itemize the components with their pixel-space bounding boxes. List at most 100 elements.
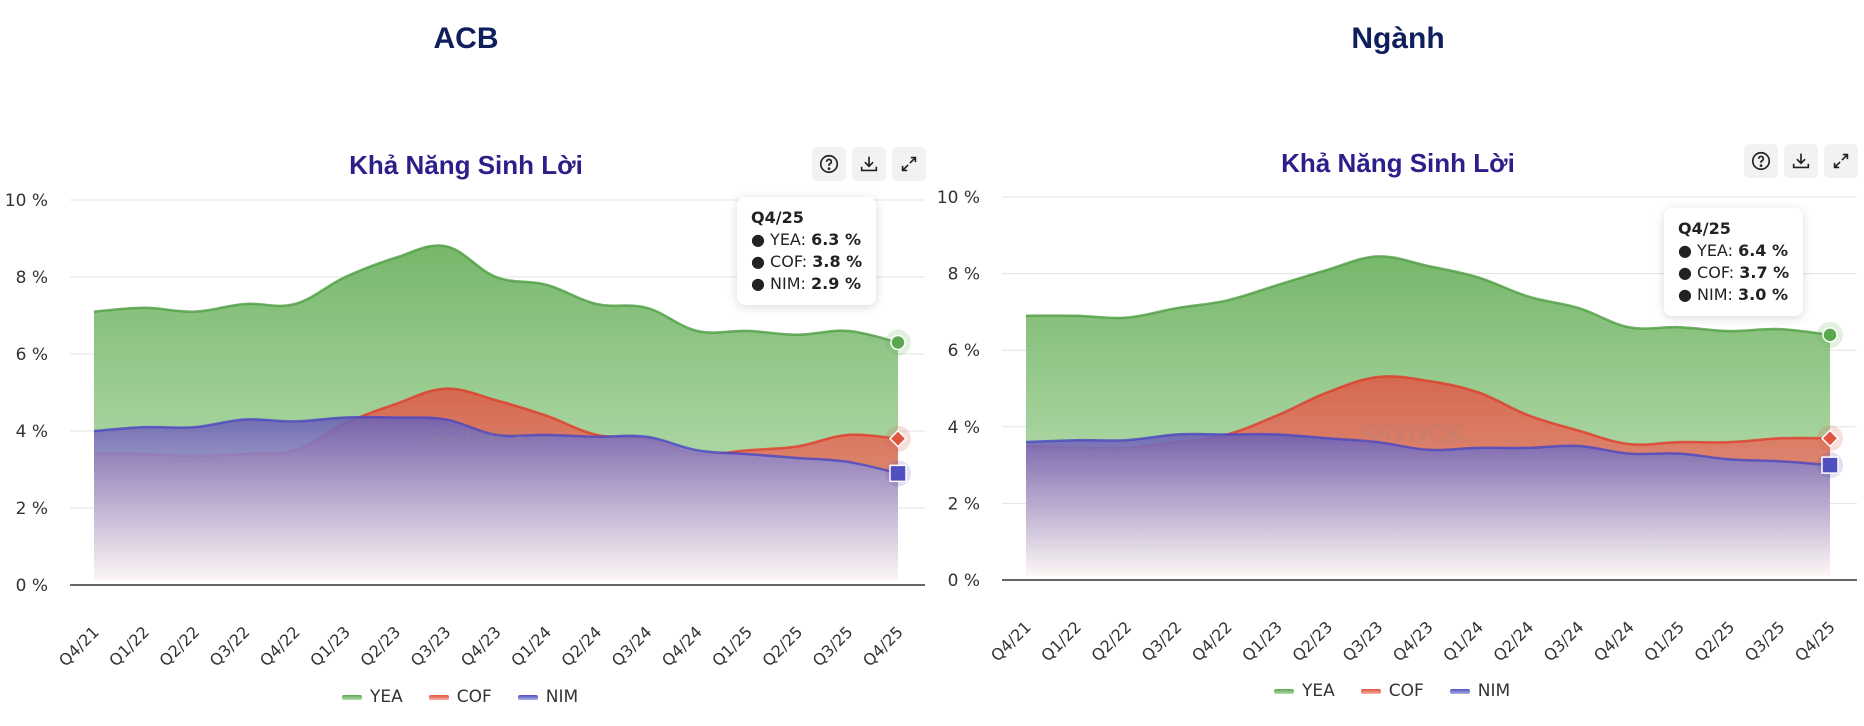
x-tick-label: Q3/23 bbox=[407, 622, 455, 670]
tooltip-label: COF: bbox=[770, 252, 808, 271]
x-tick-label: Q3/22 bbox=[1138, 617, 1186, 665]
area-nim bbox=[1026, 434, 1830, 576]
download-button[interactable] bbox=[852, 147, 886, 181]
y-tick-label: 4 % bbox=[16, 422, 48, 442]
legend-label: NIM bbox=[545, 687, 579, 707]
legend-label: COF bbox=[1388, 681, 1424, 701]
tooltip-label: YEA: bbox=[1697, 241, 1733, 260]
legend-swatch bbox=[428, 694, 449, 700]
expand-button[interactable] bbox=[1824, 144, 1858, 178]
x-tick-label: Q1/24 bbox=[1439, 617, 1487, 665]
tooltip-row-yea: ● YEA: 6.3 % bbox=[751, 230, 862, 249]
marker-yea bbox=[890, 334, 906, 351]
entity-title: Ngành bbox=[1351, 22, 1445, 55]
tooltip-value: 3.0 % bbox=[1738, 285, 1788, 304]
tooltip-label: NIM: bbox=[770, 274, 806, 293]
x-tick-label: Q2/25 bbox=[759, 622, 807, 670]
legend-item-yea[interactable]: YEA bbox=[1274, 681, 1335, 701]
chart-toolbar bbox=[812, 147, 926, 181]
tooltip-value: 2.9 % bbox=[811, 274, 861, 293]
expand-button[interactable] bbox=[892, 147, 926, 181]
watermark-text: SSTOCK bbox=[428, 426, 532, 452]
line-yea bbox=[1025, 255, 1831, 337]
x-tick-label: Q2/22 bbox=[156, 622, 204, 670]
y-tick-label: 10 % bbox=[937, 188, 980, 208]
tooltip-value: 6.3 % bbox=[811, 230, 862, 249]
tooltip-row-nim: ● NIM: 2.9 % bbox=[751, 274, 861, 293]
legend-label: YEA bbox=[370, 687, 403, 707]
help-button[interactable] bbox=[1744, 144, 1778, 178]
x-tick-label: Q4/22 bbox=[256, 622, 304, 670]
tooltip: Q4/25 ● YEA: 6.4 % ● COF: 3.7 % ● NIM: 3… bbox=[1664, 208, 1804, 316]
y-tick-label: 2 % bbox=[948, 494, 980, 514]
x-tick-label: Q1/22 bbox=[105, 622, 153, 670]
y-tick-label: 0 % bbox=[16, 576, 48, 596]
legend-label: YEA bbox=[1302, 681, 1335, 701]
chart-toolbar bbox=[1744, 144, 1858, 178]
marker-nim bbox=[889, 464, 907, 483]
help-button[interactable] bbox=[812, 147, 846, 181]
panel-nganh: Ngành 0 % 2 % 4 % 6 % 8 % 10 % SSTOCK Q4/21 Q1/2… bbox=[932, 0, 1864, 726]
marker-yea bbox=[1822, 327, 1838, 343]
tooltip-label: COF: bbox=[1697, 263, 1735, 282]
expand-icon bbox=[1833, 153, 1849, 169]
x-tick-label: Q1/25 bbox=[1640, 617, 1688, 665]
help-icon bbox=[1751, 151, 1771, 171]
tooltip-label: NIM: bbox=[1697, 285, 1733, 304]
x-tick-label: Q3/22 bbox=[206, 622, 254, 670]
tooltip-row-cof: ● COF: 3.7 % bbox=[1678, 263, 1790, 282]
legend-item-yea[interactable]: YEA bbox=[342, 687, 403, 707]
download-icon bbox=[1792, 153, 1810, 169]
chart-acb: 0 % 2 % 4 % 6 % 8 % 10 % SSTOCK Q4/21 Q1/22 Q2/22… bbox=[5, 191, 925, 670]
x-tick-label: Q3/23 bbox=[1339, 617, 1387, 665]
x-tick-label: Q2/24 bbox=[558, 622, 606, 670]
x-tick-label: Q1/23 bbox=[1238, 617, 1286, 665]
tooltip-label: YEA: bbox=[770, 230, 806, 249]
legend: YEA COF NIM bbox=[1274, 681, 1510, 701]
x-tick-label: Q3/25 bbox=[1741, 617, 1789, 665]
line-nim bbox=[93, 415, 899, 475]
tooltip-title: Q4/25 bbox=[751, 208, 804, 227]
tooltip-value: 3.7 % bbox=[1739, 263, 1790, 282]
download-button[interactable] bbox=[1784, 144, 1818, 178]
marker-cof bbox=[1820, 429, 1840, 448]
tooltip-row-yea: ● YEA: 6.4 % bbox=[1678, 241, 1789, 260]
x-tick-label: Q3/24 bbox=[1540, 617, 1588, 665]
legend: YEA COF NIM bbox=[342, 687, 578, 707]
line-nim bbox=[1025, 432, 1831, 467]
chart-title: Khả Năng Sinh Lời bbox=[1281, 148, 1515, 178]
tooltip-row-nim: ● NIM: 3.0 % bbox=[1678, 285, 1788, 304]
y-tick-label: 10 % bbox=[5, 191, 48, 211]
x-tick-label: Q1/25 bbox=[708, 622, 756, 670]
x-tick-label: Q4/22 bbox=[1188, 617, 1236, 665]
x-tick-label: Q4/21 bbox=[55, 622, 103, 670]
legend-label: COF bbox=[456, 687, 492, 707]
legend-swatch bbox=[1360, 688, 1381, 694]
x-tick-label: Q1/23 bbox=[306, 622, 354, 670]
legend-item-nim[interactable]: NIM bbox=[1449, 681, 1510, 701]
legend-swatch bbox=[1449, 688, 1470, 694]
x-tick-label: Q2/25 bbox=[1691, 617, 1739, 665]
chart-title: Khả Năng Sinh Lời bbox=[349, 150, 583, 180]
help-icon bbox=[819, 154, 839, 174]
x-tick-label: Q1/24 bbox=[507, 622, 555, 670]
y-tick-label: 6 % bbox=[16, 345, 48, 365]
y-tick-label: 0 % bbox=[948, 571, 980, 591]
entity-title: ACB bbox=[433, 22, 499, 55]
download-icon bbox=[860, 156, 878, 172]
legend-swatch bbox=[517, 694, 538, 700]
legend-item-cof[interactable]: COF bbox=[1360, 681, 1424, 701]
x-tick-label: Q4/21 bbox=[987, 617, 1035, 665]
x-tick-label: Q3/24 bbox=[608, 622, 656, 670]
legend-item-nim[interactable]: NIM bbox=[517, 687, 579, 707]
x-tick-label: Q4/23 bbox=[457, 622, 505, 670]
panel-acb: ACB 0 % 2 % 4 % 6 % 8 % 10 % SSTOCK Q4/21 Q1/22 Q… bbox=[5, 22, 926, 707]
watermark-text: SSTOCK bbox=[1360, 422, 1464, 448]
tooltip: Q4/25 ● YEA: 6.3 % ● COF: 3.8 % ● NIM: 2… bbox=[737, 197, 877, 305]
x-tick-label: Q4/24 bbox=[1590, 617, 1638, 665]
x-tick-label: Q4/25 bbox=[1791, 617, 1839, 665]
x-tick-label: Q3/25 bbox=[809, 622, 857, 670]
legend-item-cof[interactable]: COF bbox=[428, 687, 492, 707]
area-nim bbox=[94, 417, 898, 581]
legend-swatch bbox=[342, 694, 362, 700]
